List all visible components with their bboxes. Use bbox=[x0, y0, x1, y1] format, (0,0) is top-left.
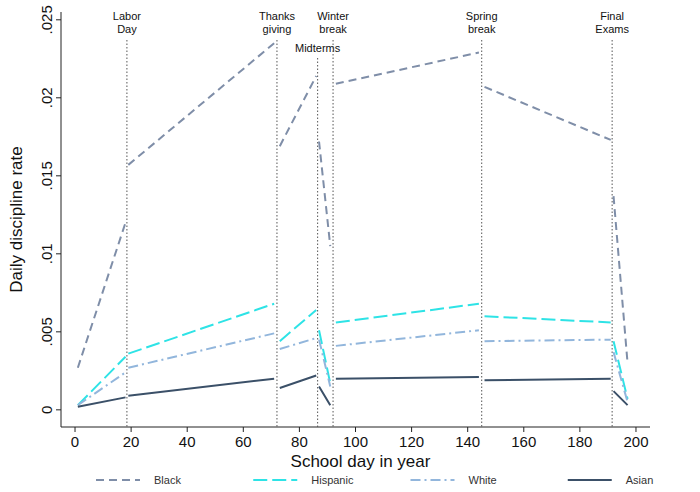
event-label: LaborDay bbox=[113, 10, 141, 35]
event-line bbox=[333, 40, 334, 427]
x-tick-label: 100 bbox=[343, 433, 368, 450]
event-label: Springbreak bbox=[466, 10, 498, 35]
event-label-line: break bbox=[468, 23, 496, 35]
event-label-line: Thanks bbox=[259, 10, 296, 22]
x-tick bbox=[523, 427, 524, 432]
x-tick-label: 40 bbox=[179, 433, 196, 450]
x-tick bbox=[579, 427, 580, 432]
event-label-line: Midterms bbox=[295, 42, 341, 54]
y-tick bbox=[56, 175, 61, 176]
event-label-line: Final bbox=[600, 10, 624, 22]
x-tick-label: 160 bbox=[511, 433, 536, 450]
legend: Black Hispanic White Asian bbox=[96, 474, 653, 486]
event-label-line: giving bbox=[263, 23, 292, 35]
legend-label: Black bbox=[154, 474, 181, 486]
event-label: FinalExams bbox=[595, 10, 629, 35]
y-tick bbox=[56, 331, 61, 332]
x-tick bbox=[411, 427, 412, 432]
event-label: Thanksgiving bbox=[259, 10, 296, 35]
event-label-line: Exams bbox=[595, 23, 629, 35]
series-line bbox=[78, 330, 628, 405]
event-label: Midterms bbox=[295, 42, 341, 54]
legend-label: White bbox=[469, 474, 497, 486]
x-tick bbox=[75, 427, 76, 432]
x-tick-label: 80 bbox=[291, 433, 308, 450]
x-tick-label: 200 bbox=[623, 433, 648, 450]
y-tick-label: .015 bbox=[38, 161, 55, 190]
y-tick bbox=[56, 19, 61, 20]
y-tick bbox=[56, 97, 61, 98]
x-axis-title: School day in year bbox=[291, 452, 431, 471]
page: {"chart_data": { "type": "line", "x_labe… bbox=[0, 0, 700, 492]
y-tick-label: .02 bbox=[38, 87, 55, 108]
legend-swatch bbox=[253, 479, 297, 481]
y-tick-label: .01 bbox=[38, 243, 55, 264]
x-tick bbox=[635, 427, 636, 432]
chart: 0 .005 .01 .015 .02 .025 0 20 40 60 80 100 120 140 160… bbox=[0, 0, 700, 492]
y-tick-label: 0 bbox=[38, 406, 55, 414]
event-label-line: break bbox=[319, 23, 347, 35]
event-label-line: Winter bbox=[317, 10, 349, 22]
legend-swatch bbox=[411, 479, 455, 481]
x-tick-label: 140 bbox=[455, 433, 480, 450]
x-tick-label: 120 bbox=[399, 433, 424, 450]
event-label-line: Day bbox=[117, 23, 137, 35]
event-line bbox=[612, 40, 613, 427]
legend-label: Asian bbox=[626, 474, 654, 486]
y-tick bbox=[56, 409, 61, 410]
y-axis bbox=[61, 12, 62, 427]
legend-label: Hispanic bbox=[311, 474, 354, 486]
series-lines bbox=[78, 43, 628, 407]
legend-swatch bbox=[96, 479, 140, 481]
x-tick bbox=[355, 427, 356, 432]
annotations: LaborDayThanksgivingMidtermsWinterbreakS… bbox=[113, 10, 630, 427]
event-label-line: Spring bbox=[466, 10, 498, 22]
y-axis-title: Daily discipline rate bbox=[7, 146, 26, 292]
legend-swatch bbox=[568, 479, 612, 481]
event-line bbox=[126, 40, 127, 427]
x-tick bbox=[131, 427, 132, 432]
x-tick bbox=[467, 427, 468, 432]
event-label-line: Labor bbox=[113, 10, 141, 22]
series-line bbox=[78, 376, 628, 407]
event-line bbox=[317, 58, 318, 427]
y-tick bbox=[56, 253, 61, 254]
x-tick-label: 20 bbox=[123, 433, 140, 450]
x-tick bbox=[299, 427, 300, 432]
x-tick-label: 180 bbox=[567, 433, 592, 450]
y-tick-label: .025 bbox=[38, 5, 55, 34]
event-line bbox=[276, 40, 277, 427]
x-tick-label: 0 bbox=[71, 433, 79, 450]
series-line bbox=[78, 304, 628, 405]
x-tick bbox=[187, 427, 188, 432]
x-tick-label: 60 bbox=[235, 433, 252, 450]
y-tick-label: .005 bbox=[38, 317, 55, 346]
event-label: Winterbreak bbox=[317, 10, 349, 35]
event-line bbox=[481, 40, 482, 427]
x-tick bbox=[243, 427, 244, 432]
